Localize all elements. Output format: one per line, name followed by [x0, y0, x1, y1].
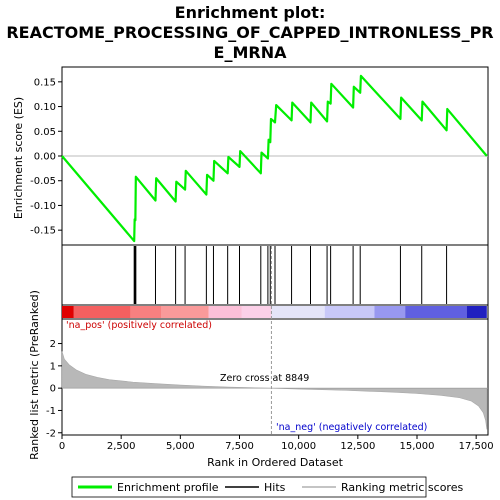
zero-cross-label: Zero cross at 8849 — [220, 373, 309, 384]
es-y-tick-label: -0.15 — [30, 226, 56, 237]
heatmap-segment — [161, 306, 209, 318]
es-y-tick-label: 0.10 — [34, 102, 56, 113]
neg-label: 'na_neg' (negatively correlated) — [276, 422, 427, 433]
legend-label-hits: Hits — [264, 481, 286, 494]
es-y-tick-label: -0.10 — [30, 201, 56, 212]
legend: Enrichment profile Hits Ranking metric s… — [71, 476, 463, 498]
legend-label-ranking-metric: Ranking metric scores — [341, 481, 463, 494]
x-tick-label: 0 — [59, 441, 65, 452]
legend-label-enrichment-profile: Enrichment profile — [117, 481, 219, 494]
es-y-tick-label: 0.15 — [34, 77, 56, 88]
heatmap-segment — [208, 306, 242, 318]
heatmap-segment — [271, 306, 325, 318]
es-y-tick-label: 0.00 — [34, 152, 56, 163]
x-tick-label: 15,000 — [400, 441, 435, 452]
heatmap-segment — [466, 306, 487, 318]
es-y-axis-label: Enrichment score (ES) — [12, 97, 25, 219]
hit-lines — [133, 246, 448, 304]
ranked-y-tick-label: 2 — [50, 339, 56, 350]
x-tick-label: 2,500 — [107, 441, 136, 452]
x-tick-label: 17,500 — [459, 441, 494, 452]
heatmap-segment — [73, 306, 131, 318]
ranked-metric-fill — [61, 351, 488, 430]
es-y-tick-label: 0.05 — [34, 127, 56, 138]
pos-label: 'na_pos' (positively correlated) — [66, 320, 212, 331]
x-tick-label: 5,000 — [166, 441, 195, 452]
ranked-y-axis-label: Ranked list metric (PreRanked) — [28, 290, 41, 460]
es-curve-group — [61, 74, 488, 243]
es-y-tick-label: -0.05 — [30, 176, 56, 187]
heatmap-segment — [324, 306, 375, 318]
heatmap-segment — [241, 306, 272, 318]
x-tick-label: 10,000 — [281, 441, 316, 452]
ranked-y-tick-label: -2 — [46, 428, 56, 439]
ranked-y-ticks: -2 -1 0 1 2 — [46, 339, 62, 439]
x-ticks: 0 2,500 5,000 7,500 10,000 12,500 15,000 17,500 — [59, 435, 494, 452]
ranked-y-tick-label: 1 — [50, 361, 56, 372]
ranked-metric-area — [61, 246, 488, 435]
x-tick-label: 12,500 — [340, 441, 375, 452]
es-curve — [61, 74, 488, 243]
x-axis-label: Rank in Ordered Dataset — [207, 456, 344, 469]
title-line-2: REACTOME_PROCESSING_OF_CAPPED_INTRONLESS… — [6, 23, 493, 42]
ranked-y-tick-label: -1 — [46, 406, 56, 417]
heatmap-segment — [62, 306, 74, 318]
x-tick-label: 7,500 — [225, 441, 254, 452]
heatmap-segment — [130, 306, 162, 318]
heatmap-segment — [405, 306, 467, 318]
heatmap-band — [62, 306, 487, 318]
title-line-1: Enrichment plot: — [175, 3, 326, 22]
ranked-y-tick-label: 0 — [50, 384, 56, 395]
es-y-ticks: -0.15 -0.10 -0.05 0.00 0.05 0.10 0.15 — [30, 77, 62, 237]
heatmap-segment — [374, 306, 406, 318]
title-line-3: E_MRNA — [214, 43, 288, 62]
